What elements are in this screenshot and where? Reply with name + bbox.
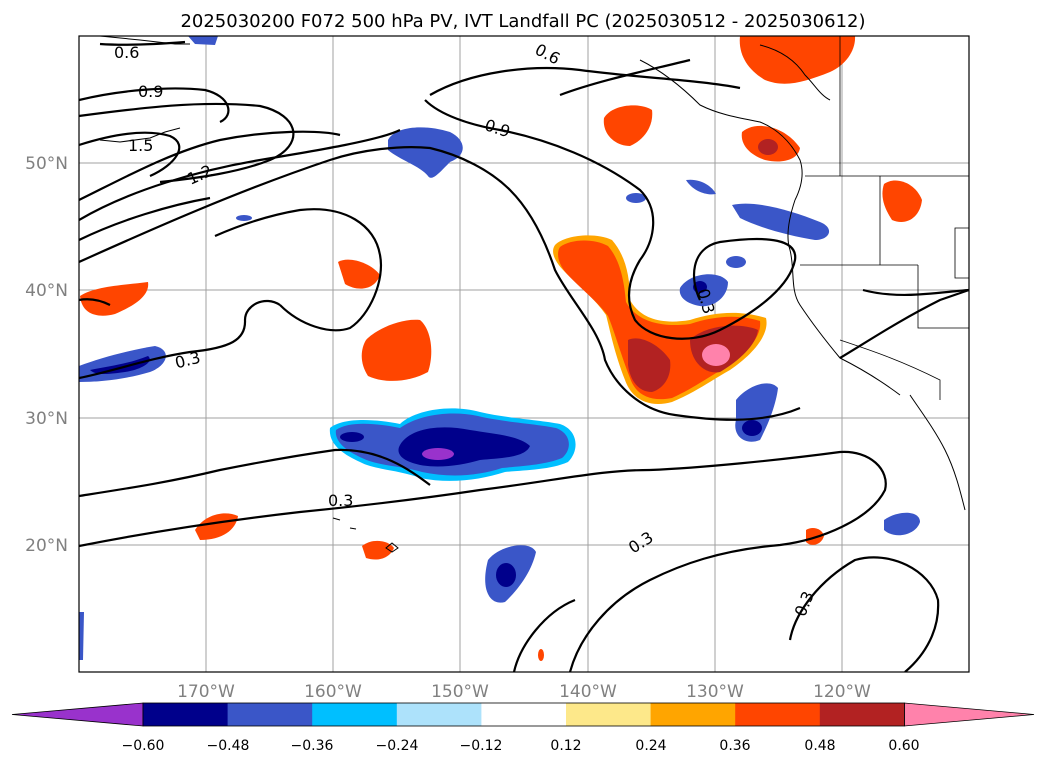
colorbar-tick-label: 0.36 (719, 738, 750, 754)
colorbar-segment (481, 703, 567, 726)
latitude-labels: 50°N 40°N 30°N 20°N (25, 154, 68, 556)
lon-label: 170°W (177, 682, 235, 702)
colorbar-segment (396, 703, 482, 726)
map-panel: 0.6 0.6 0.9 0.9 1.5 1.2 0.3 0.3 0.3 0.3 … (79, 36, 969, 672)
negative-anomaly-north (388, 127, 463, 178)
colorbar-tick-label: −0.12 (460, 738, 503, 754)
colorbar-ticks: −0.60 −0.48 −0.36 −0.24 −0.12 0.12 0.24 … (122, 738, 920, 754)
longitude-labels: 170°W 160°W 150°W 140°W 130°W 120°W (177, 682, 871, 702)
coastlines (99, 36, 969, 553)
colorbar-tick-label: −0.60 (122, 738, 165, 754)
map-frame (78, 35, 970, 673)
contour-label: 0.9 (138, 82, 163, 101)
colorbar-segment (819, 703, 905, 726)
contour-label: 0.3 (328, 491, 353, 510)
lon-label: 120°W (813, 682, 871, 702)
colorbar-segment (650, 703, 736, 726)
lat-label: 40°N (25, 281, 68, 301)
colorbar-segment (227, 703, 313, 726)
lat-label: 20°N (25, 536, 68, 556)
contour-label: 0.6 (114, 43, 139, 62)
colorbar-extension-right (904, 702, 1035, 727)
colorbar-tick-label: 0.12 (550, 738, 581, 754)
colorbar-extension-left (11, 702, 144, 727)
lat-label: 50°N (25, 154, 68, 174)
lon-label: 160°W (304, 682, 362, 702)
colorbar-frame (142, 702, 905, 727)
colorbar-segment (312, 703, 398, 726)
lat-label: 30°N (25, 409, 68, 429)
colorbar-tick-label: 0.24 (635, 738, 666, 754)
positive-anomaly-mid (361, 319, 432, 381)
pv-contours (79, 40, 969, 672)
lon-label: 150°W (431, 682, 489, 702)
colorbar-tick-label: 0.60 (888, 738, 919, 754)
figure-title: 2025030200 F072 500 hPa PV, IVT Landfall… (180, 11, 865, 32)
colorbar-segment (735, 703, 821, 726)
lon-label: 140°W (559, 682, 617, 702)
colorbar-tick-label: −0.48 (207, 738, 250, 754)
colorbar-tick-label: −0.36 (291, 738, 334, 754)
colorbar (11, 702, 1035, 727)
colorbar-segment (143, 703, 229, 726)
lon-label: 130°W (686, 682, 744, 702)
colorbar-tick-label: −0.24 (376, 738, 419, 754)
contour-label: 1.5 (128, 136, 153, 155)
colorbar-segment (566, 703, 652, 726)
colorbar-tick-label: 0.48 (804, 738, 835, 754)
filled-anomalies (79, 36, 922, 661)
gridlines (79, 36, 969, 672)
